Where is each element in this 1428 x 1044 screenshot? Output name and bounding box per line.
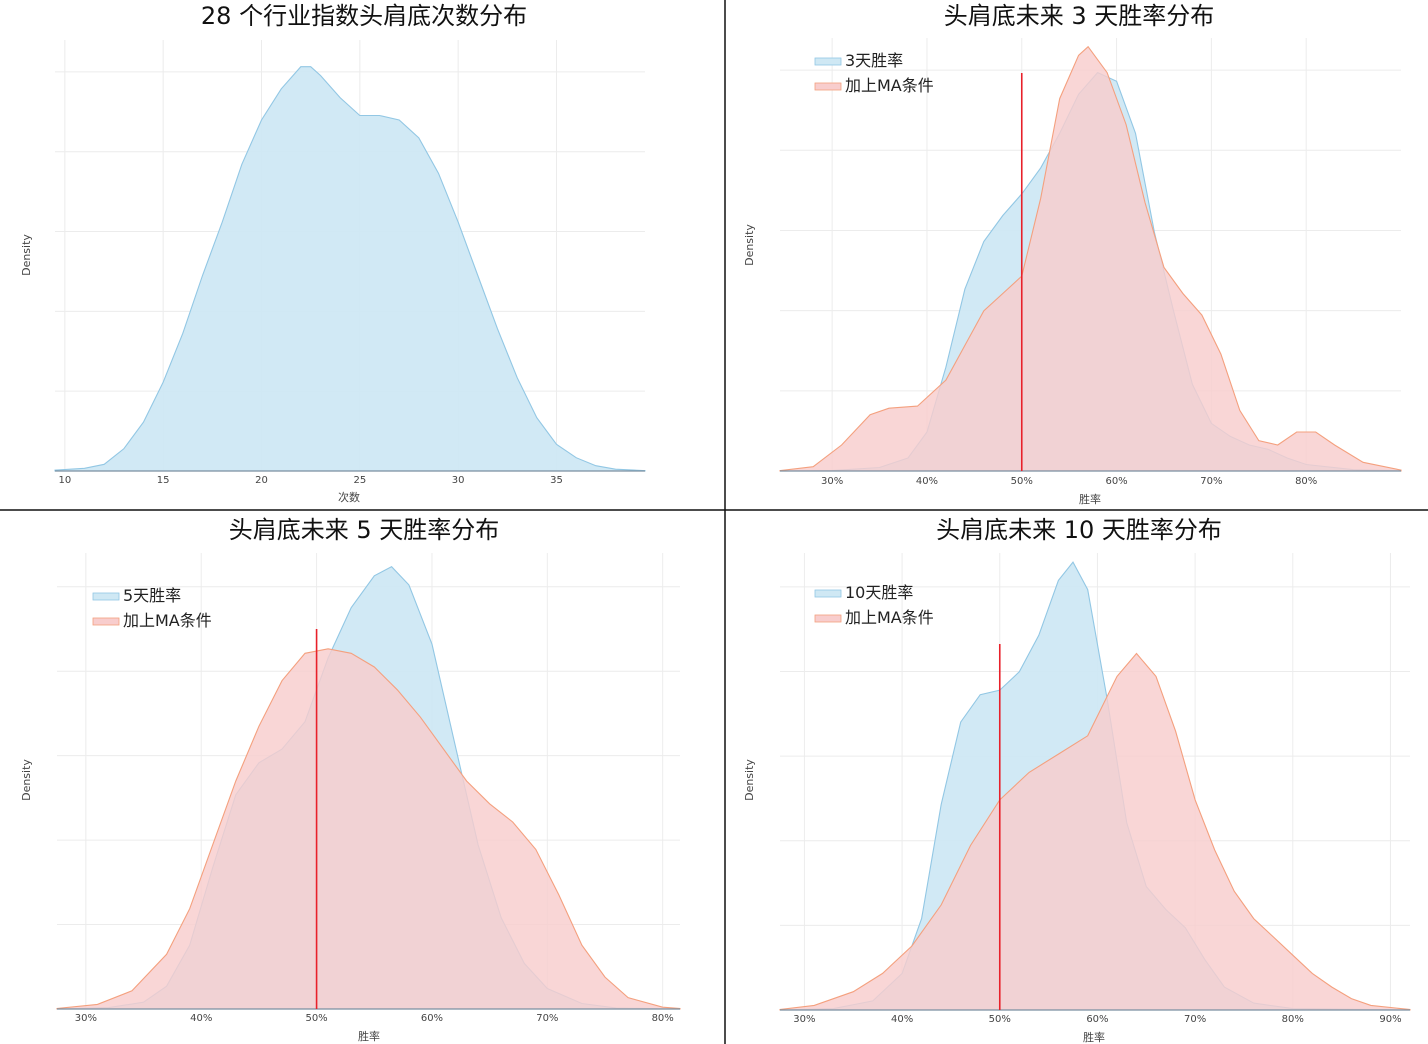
density-area-series-2 [779,652,1411,1011]
panel-winrate-3d: 头肩底未来 3 天胜率分布 Density 胜率 30% 40% 50% 60% 70%… [743,2,1402,506]
x-axis-label: 胜率 [358,1029,380,1043]
x-tick-label: 80% [1295,476,1317,487]
x-tick-label: 60% [1105,476,1127,487]
x-tick-label: 50% [305,1013,327,1024]
legend-label: 加上MA条件 [123,611,212,630]
x-tick-label: 30% [75,1013,97,1024]
x-axis-label: 胜率 [1083,1030,1105,1044]
x-tick-label: 35 [550,475,563,486]
legend-label: 3天胜率 [845,51,903,70]
legend-label: 5天胜率 [123,586,181,605]
x-tick-label: 60% [421,1013,443,1024]
legend-swatch [92,617,120,626]
legend-swatch [814,614,842,623]
y-axis-label: Density [20,234,33,276]
legend-label: 10天胜率 [845,583,913,602]
x-tick-label: 80% [652,1013,674,1024]
x-tick-label: 25 [353,475,366,486]
x-tick-label: 40% [891,1014,913,1025]
density-area-series-1 [54,66,646,472]
x-tick-label: 90% [1379,1014,1401,1025]
x-tick-label: 60% [1086,1014,1108,1025]
x-tick-label: 70% [1184,1014,1206,1025]
panel-winrate-5d: 头肩底未来 5 天胜率分布 Density 胜率 30% 40% 50% 60% 70%… [20,516,681,1043]
x-tick-label: 30% [821,476,843,487]
y-axis-label: Density [743,759,756,801]
panel-winrate-10d: 头肩底未来 10 天胜率分布 Density 胜率 30% 40% 50% 60% 70… [743,516,1411,1044]
x-tick-label: 50% [1011,476,1033,487]
x-tick-label: 20 [255,475,268,486]
x-tick-label: 80% [1282,1014,1304,1025]
legend-label: 加上MA条件 [845,608,934,627]
x-tick-label: 40% [916,476,938,487]
legend-swatch [814,82,842,91]
chart-title: 头肩底未来 5 天胜率分布 [229,516,500,544]
x-tick-label: 15 [157,475,170,486]
x-tick-label: 10 [58,475,71,486]
y-axis-label: Density [743,224,756,266]
y-axis-label: Density [20,759,33,801]
panel-kde-counts: 28 个行业指数头肩底次数分布 Density 次数 10 15 20 25 30 35 [20,2,646,504]
x-tick-label: 30 [452,475,465,486]
density-area-series-2 [56,648,681,1010]
chart-title: 头肩底未来 10 天胜率分布 [936,516,1222,544]
chart-title: 头肩底未来 3 天胜率分布 [944,2,1215,30]
x-tick-label: 70% [1200,476,1222,487]
x-tick-label: 70% [536,1013,558,1024]
legend-label: 加上MA条件 [845,76,934,95]
x-axis-label: 胜率 [1079,492,1101,506]
legend-swatch [814,589,842,598]
x-axis-label: 次数 [338,490,360,504]
x-tick-label: 30% [793,1014,815,1025]
legend-swatch [92,592,120,601]
x-tick-label: 40% [190,1013,212,1024]
x-tick-label: 50% [989,1014,1011,1025]
density-area-series-2 [779,45,1402,472]
chart-title: 28 个行业指数头肩底次数分布 [201,2,527,30]
legend-swatch [814,57,842,66]
